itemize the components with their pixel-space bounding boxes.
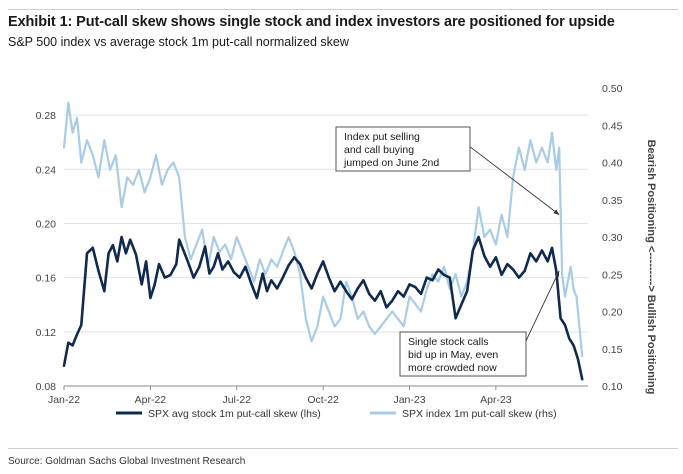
- annotation-arrowhead: [553, 209, 560, 215]
- annotation-text: more crowded now: [408, 362, 497, 374]
- legend-label: SPX index 1m put-call skew (rhs): [402, 408, 557, 420]
- y-right-tick-label: 0.30: [602, 232, 623, 244]
- annotation-text: and call buying: [344, 144, 414, 156]
- y-right-axis-label: Bearish Positioning <---------> Bullish …: [645, 140, 657, 395]
- annotation-arrowhead: [554, 270, 560, 277]
- x-tick-label: Jan-23: [393, 394, 425, 406]
- annotation-arrow: [469, 146, 560, 216]
- source-note: Source: Goldman Sachs Global Investment …: [8, 456, 246, 467]
- annotation-box: [335, 126, 471, 172]
- y-left-tick-label: 0.12: [36, 327, 57, 339]
- annotation-text: bid up in May, even: [408, 349, 498, 361]
- y-left-tick-label: 0.16: [36, 273, 57, 285]
- y-right-tick-label: 0.35: [602, 195, 623, 207]
- series-line-rhs: [62, 101, 584, 358]
- annotation-text: jumped on June 2nd: [343, 157, 439, 169]
- series-line-lhs: [62, 235, 584, 381]
- annotation-text: Index put selling: [344, 131, 420, 143]
- chart-title: Exhibit 1: Put-call skew shows single st…: [8, 14, 615, 30]
- chart-subtitle: S&P 500 index vs average stock 1m put-ca…: [8, 35, 349, 49]
- annotation-text: Single stock calls: [408, 336, 489, 348]
- y-right-tick-label: 0.20: [602, 307, 623, 319]
- y-left-tick-label: 0.20: [36, 218, 57, 230]
- y-right-tick-label: 0.50: [602, 83, 623, 95]
- annotation-arrow: [525, 270, 560, 341]
- y-left-tick-label: 0.28: [36, 110, 57, 122]
- x-tick-label: Jul-22: [222, 394, 251, 406]
- y-right-tick-label: 0.10: [602, 381, 623, 393]
- y-left-tick-label: 0.08: [36, 381, 57, 393]
- annotation-box: [399, 331, 527, 377]
- y-right-tick-label: 0.25: [602, 269, 623, 281]
- y-right-tick-label: 0.45: [602, 120, 623, 132]
- y-right-tick-label: 0.40: [602, 158, 623, 170]
- footer-rule: [8, 448, 678, 449]
- x-tick-label: Apr-23: [480, 394, 512, 406]
- title-rule: [8, 9, 678, 10]
- x-tick-label: Apr-22: [135, 394, 167, 406]
- y-left-tick-label: 0.24: [36, 164, 57, 176]
- y-right-tick-label: 0.15: [602, 344, 623, 356]
- x-tick-label: Jan-22: [48, 394, 80, 406]
- legend-label: SPX avg stock 1m put-call skew (lhs): [148, 408, 321, 420]
- x-tick-label: Oct-22: [307, 394, 339, 406]
